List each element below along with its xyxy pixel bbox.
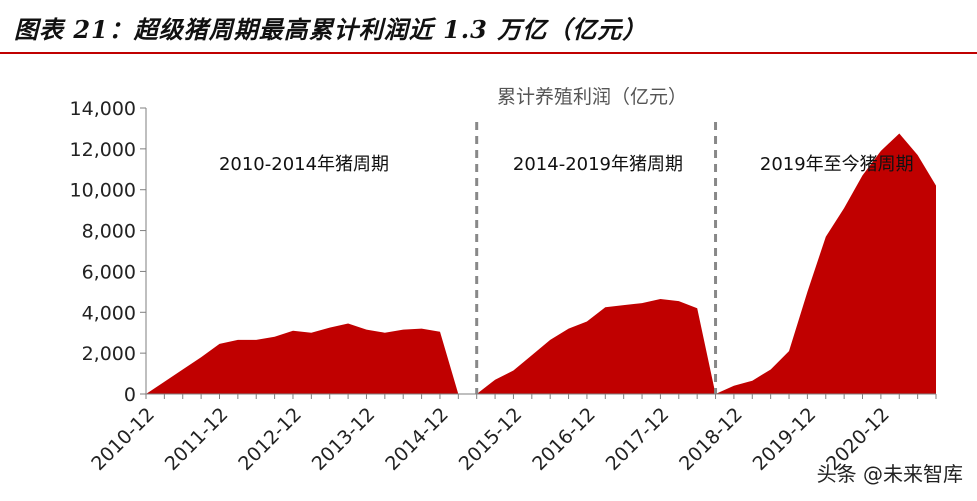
figure-title: 图表 21：超级猪周期最高累计利润近 1.3 万亿（亿元） <box>14 15 648 44</box>
y-tick-label: 0 <box>124 384 136 406</box>
y-tick-label: 8,000 <box>82 221 136 243</box>
cycle-annotation: 2014-2019年猪周期 <box>513 154 683 175</box>
area-segment <box>715 133 936 394</box>
x-tick-label: 2019-12 <box>749 403 821 475</box>
x-tick-label: 2014-12 <box>381 403 453 475</box>
title-rule <box>0 52 977 54</box>
x-tick-label: 2012-12 <box>234 403 306 475</box>
watermark: 头条 @未来智库 <box>816 462 963 486</box>
chart-title: 累计养殖利润（亿元） <box>497 86 687 108</box>
y-tick-label: 10,000 <box>70 180 136 202</box>
y-tick-label: 6,000 <box>82 261 136 283</box>
x-tick-label: 2015-12 <box>455 403 527 475</box>
y-tick-label: 14,000 <box>70 98 136 120</box>
y-axis: 0 2,000 4,000 6,000 8,000 10,000 12,000 14,000 <box>70 98 147 406</box>
plot-area <box>146 122 936 394</box>
cycle-annotation: 2019年至今猪周期 <box>760 154 914 175</box>
x-tick-label: 2013-12 <box>308 403 380 475</box>
x-tick-label: 2018-12 <box>675 403 747 475</box>
y-tick-label: 12,000 <box>70 139 136 161</box>
x-tick-label: 2017-12 <box>602 403 674 475</box>
x-tick-label: 2011-12 <box>161 403 233 475</box>
y-tick-label: 2,000 <box>82 343 136 365</box>
area-segment <box>146 323 459 394</box>
area-segment <box>476 299 716 394</box>
x-tick-label: 2010-12 <box>87 403 159 475</box>
annotations: 2010-2014年猪周期 2014-2019年猪周期 2019年至今猪周期 <box>219 154 914 175</box>
cycle-annotation: 2010-2014年猪周期 <box>219 154 389 175</box>
y-tick-label: 4,000 <box>82 302 136 324</box>
x-tick-label: 2016-12 <box>528 403 600 475</box>
x-axis: 2010-12 2011-12 2012-12 2013-12 2014-12 2015-… <box>87 393 937 475</box>
